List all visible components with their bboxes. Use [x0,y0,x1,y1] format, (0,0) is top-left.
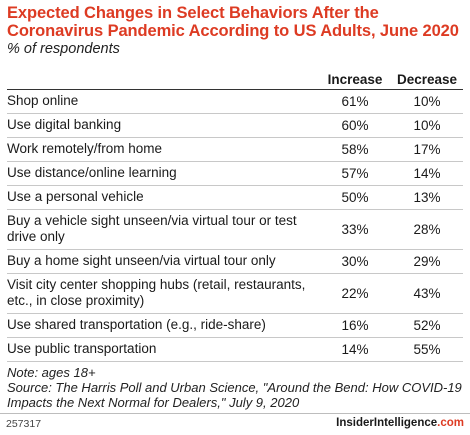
brand-name: InsiderIntelligence [336,417,438,429]
source-text: Source: The Harris Poll and Urban Scienc… [7,380,462,410]
table-row: Use a personal vehicle 50% 13% [7,185,463,210]
increase-value: 16% [319,313,391,338]
decrease-value: 43% [391,273,463,314]
table-row: Use distance/online learning 57% 14% [7,161,463,186]
table-row: Use shared transportation (e.g., ride-sh… [7,313,463,338]
decrease-value: 28% [391,209,463,250]
table-row: Work remotely/from home 58% 17% [7,137,463,162]
increase-value: 14% [319,337,391,362]
increase-value: 61% [319,89,391,114]
row-label: Buy a vehicle sight unseen/via virtual t… [7,209,319,250]
row-label: Use public transportation [7,337,319,362]
chart-id: 257317 [6,418,42,430]
row-label: Use shared transportation (e.g., ride-sh… [7,313,319,338]
brand-suffix: .com [437,417,464,429]
chart-subtitle: % of respondents [7,41,120,57]
table-row: Buy a home sight unseen/via virtual tour… [7,249,463,274]
row-label: Use digital banking [7,113,319,138]
decrease-value: 13% [391,185,463,210]
decrease-value: 10% [391,89,463,114]
row-label: Use distance/online learning [7,161,319,186]
table-header-row: Increase Decrease [7,69,463,90]
increase-value: 33% [319,209,391,250]
note-text: Note: ages 18+ [7,365,96,380]
brand-logo[interactable]: InsiderIntelligence.com [336,417,464,429]
header-increase: Increase [319,69,391,90]
table-row: Shop online 61% 10% [7,89,463,114]
decrease-value: 55% [391,337,463,362]
row-label: Use a personal vehicle [7,185,319,210]
data-table: Increase Decrease Shop online 61% 10% Use d… [7,69,463,362]
chart-title: Expected Changes in Select Behaviors Aft… [7,4,459,40]
increase-value: 30% [319,249,391,274]
decrease-value: 10% [391,113,463,138]
decrease-value: 52% [391,313,463,338]
increase-value: 22% [319,273,391,314]
increase-value: 50% [319,185,391,210]
row-label: Buy a home sight unseen/via virtual tour… [7,249,319,274]
decrease-value: 17% [391,137,463,162]
increase-value: 58% [319,137,391,162]
increase-value: 60% [319,113,391,138]
decrease-value: 14% [391,161,463,186]
table-row: Visit city center shopping hubs (retail,… [7,273,463,314]
chart-notes: Note: ages 18+ Source: The Harris Poll a… [7,365,467,410]
row-label: Shop online [7,89,319,114]
chart-container: Expected Changes in Select Behaviors Aft… [7,4,463,362]
row-label: Visit city center shopping hubs (retail,… [7,273,319,314]
increase-value: 57% [319,161,391,186]
table-row: Buy a vehicle sight unseen/via virtual t… [7,209,463,250]
table-row: Use public transportation 14% 55% [7,337,463,362]
header-decrease: Decrease [391,69,463,90]
header-label-cell [7,69,319,90]
footer: 257317 InsiderIntelligence.com [0,413,470,435]
decrease-value: 29% [391,249,463,274]
table-row: Use digital banking 60% 10% [7,113,463,138]
row-label: Work remotely/from home [7,137,319,162]
